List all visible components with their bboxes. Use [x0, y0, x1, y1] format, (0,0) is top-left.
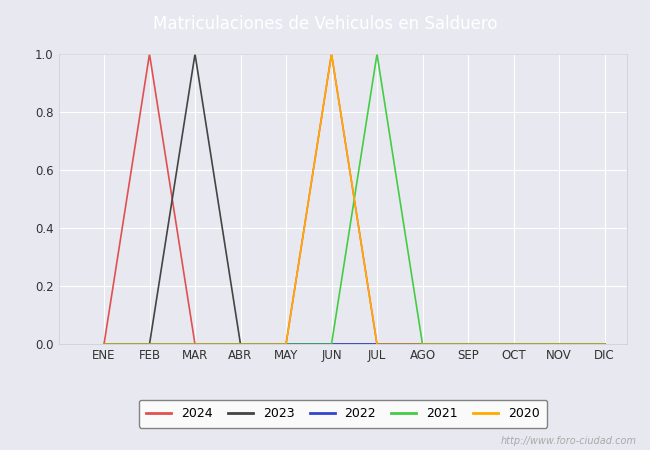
Text: Matriculaciones de Vehiculos en Salduero: Matriculaciones de Vehiculos en Salduero [153, 14, 497, 33]
Legend: 2024, 2023, 2022, 2021, 2020: 2024, 2023, 2022, 2021, 2020 [138, 400, 547, 428]
Text: http://www.foro-ciudad.com: http://www.foro-ciudad.com [501, 436, 637, 446]
